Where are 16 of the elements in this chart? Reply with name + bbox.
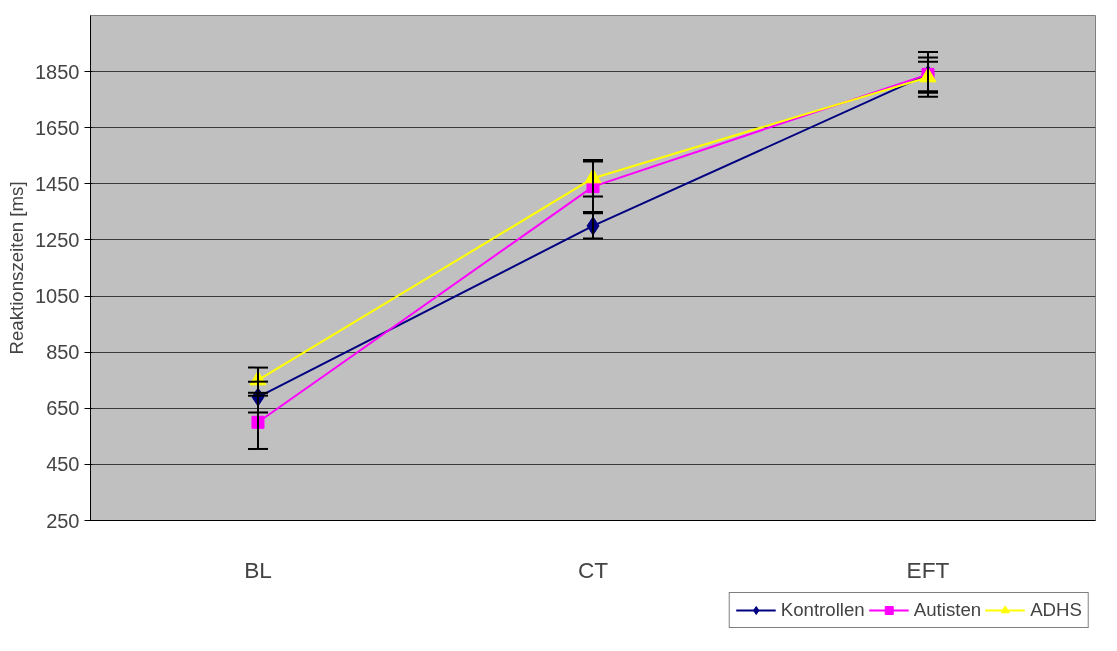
y-tick-label: 1450 xyxy=(35,172,80,195)
y-axis-title: Reaktionszeiten [ms] xyxy=(6,181,28,355)
y-tick-label: 1650 xyxy=(35,116,80,139)
y-tick-label: 1050 xyxy=(35,285,80,308)
x-tick-label: BL xyxy=(244,556,272,583)
y-tick-label: 450 xyxy=(46,453,80,476)
x-tick-label: EFT xyxy=(906,556,950,583)
y-tick-label: 250 xyxy=(46,509,80,532)
y-tick-label: 1850 xyxy=(35,60,80,83)
legend-label: ADHS xyxy=(1030,599,1082,621)
y-tick-label: 850 xyxy=(46,341,80,364)
y-tick-label: 1250 xyxy=(35,228,80,251)
legend-label: Autisten xyxy=(913,599,982,621)
legend-label: Kontrollen xyxy=(780,599,865,621)
y-tick-label: 650 xyxy=(46,397,80,420)
x-tick-label: CT xyxy=(577,556,609,583)
